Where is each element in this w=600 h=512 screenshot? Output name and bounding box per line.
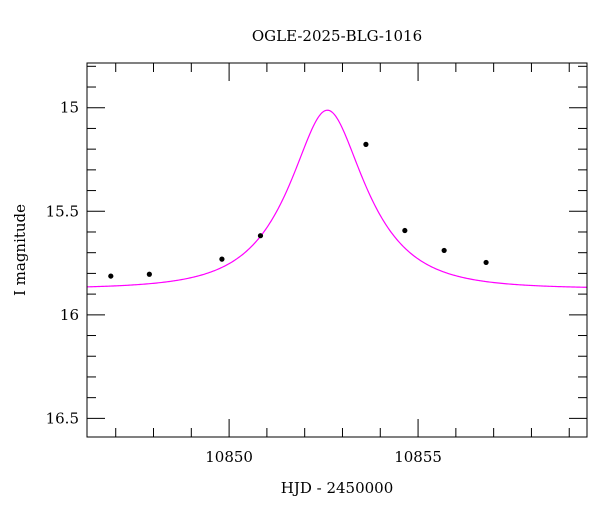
data-point (363, 141, 369, 147)
plot-frame (86, 62, 588, 438)
chart-title: OGLE-2025-BLG-1016 (252, 27, 422, 45)
y-tick-label: 16.5 (46, 409, 79, 427)
data-point (108, 273, 114, 279)
data-point (257, 233, 264, 239)
data-point (441, 247, 447, 254)
data-point (219, 256, 225, 262)
y-tick-label: 16 (60, 306, 79, 324)
y-tick-label: 15.5 (46, 202, 79, 220)
y-tick-label: 15 (60, 99, 79, 117)
data-point (146, 271, 152, 277)
model-curve (86, 109, 588, 288)
x-tick-label: 10855 (394, 448, 442, 466)
y-axis-label: I magnitude (11, 204, 29, 296)
x-axis-label: HJD - 2450000 (281, 479, 394, 497)
data-point (402, 227, 408, 234)
x-tick-label: 10850 (205, 448, 253, 466)
data-point (483, 259, 489, 266)
